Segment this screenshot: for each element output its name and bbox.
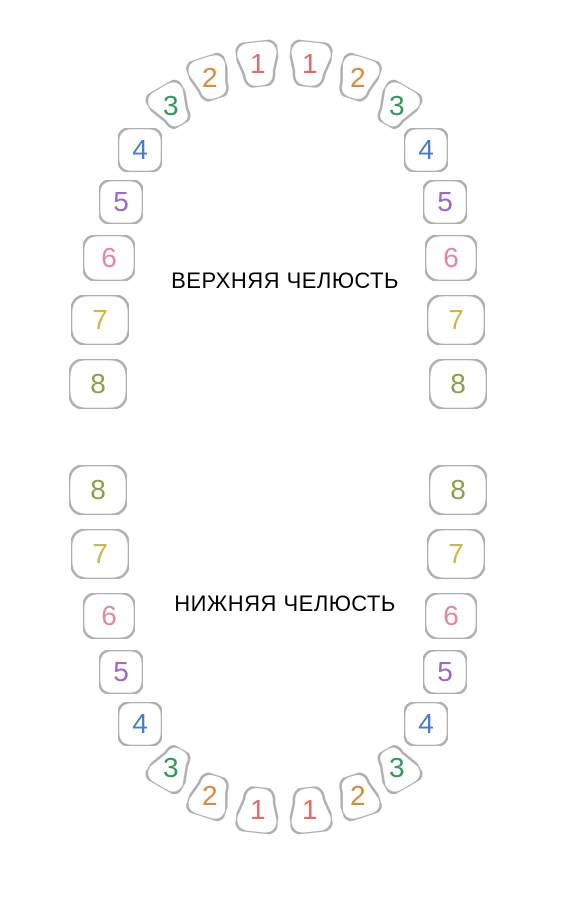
tooth-number: 7: [448, 538, 464, 570]
tooth-number: 2: [202, 780, 218, 812]
tooth-number: 2: [350, 62, 366, 94]
tooth-upper-L4: 4: [118, 128, 162, 172]
tooth-number: 3: [163, 752, 179, 784]
tooth-upper-L1: 1: [235, 39, 282, 89]
tooth-upper-R5: 5: [423, 180, 467, 224]
tooth-number: 1: [250, 48, 266, 80]
tooth-number: 4: [132, 708, 148, 740]
tooth-number: 5: [437, 186, 453, 218]
tooth-number: 4: [418, 708, 434, 740]
tooth-number: 6: [101, 242, 117, 274]
tooth-upper-R8: 8: [429, 359, 487, 409]
tooth-lower-R1: 1: [287, 785, 334, 835]
tooth-number: 6: [101, 600, 117, 632]
tooth-number: 3: [163, 90, 179, 122]
tooth-number: 6: [443, 242, 459, 274]
tooth-lower-L8: 8: [69, 465, 127, 515]
tooth-lower-R4: 4: [404, 702, 448, 746]
tooth-number: 4: [132, 134, 148, 166]
tooth-upper-R1: 1: [287, 39, 334, 89]
tooth-lower-R6: 6: [425, 593, 477, 639]
tooth-number: 1: [302, 48, 318, 80]
tooth-number: 7: [92, 538, 108, 570]
tooth-number: 2: [202, 62, 218, 94]
tooth-lower-R8: 8: [429, 465, 487, 515]
tooth-number: 8: [450, 474, 466, 506]
tooth-upper-L8: 8: [69, 359, 127, 409]
tooth-number: 3: [389, 752, 405, 784]
tooth-upper-R6: 6: [425, 235, 477, 281]
tooth-upper-R3: 3: [369, 77, 426, 135]
tooth-number: 5: [113, 656, 129, 688]
tooth-number: 8: [450, 368, 466, 400]
tooth-number: 4: [418, 134, 434, 166]
tooth-upper-R2: 2: [332, 51, 384, 105]
tooth-lower-L5: 5: [99, 650, 143, 694]
tooth-upper-R4: 4: [404, 128, 448, 172]
tooth-lower-L6: 6: [83, 593, 135, 639]
tooth-upper-L6: 6: [83, 235, 135, 281]
tooth-lower-R3: 3: [369, 739, 426, 797]
tooth-upper-R7: 7: [427, 295, 485, 345]
tooth-lower-R2: 2: [332, 769, 384, 823]
tooth-lower-L7: 7: [71, 529, 129, 579]
tooth-number: 6: [443, 600, 459, 632]
tooth-number: 7: [448, 304, 464, 336]
tooth-number: 8: [90, 368, 106, 400]
tooth-lower-L2: 2: [184, 769, 236, 823]
tooth-lower-R7: 7: [427, 529, 485, 579]
tooth-upper-L2: 2: [184, 51, 236, 105]
tooth-upper-L7: 7: [71, 295, 129, 345]
tooth-number: 8: [90, 474, 106, 506]
tooth-lower-L4: 4: [118, 702, 162, 746]
tooth-number: 5: [437, 656, 453, 688]
tooth-lower-L1: 1: [235, 785, 282, 835]
tooth-number: 3: [389, 90, 405, 122]
tooth-lower-R5: 5: [423, 650, 467, 694]
tooth-number: 1: [302, 794, 318, 826]
tooth-number: 5: [113, 186, 129, 218]
dental-chart: ВЕРХНЯЯ ЧЕЛЮСТЬ НИЖНЯЯ ЧЕЛЮСТЬ 112233445…: [0, 0, 570, 904]
tooth-number: 7: [92, 304, 108, 336]
tooth-number: 1: [250, 794, 266, 826]
tooth-number: 2: [350, 780, 366, 812]
tooth-upper-L5: 5: [99, 180, 143, 224]
